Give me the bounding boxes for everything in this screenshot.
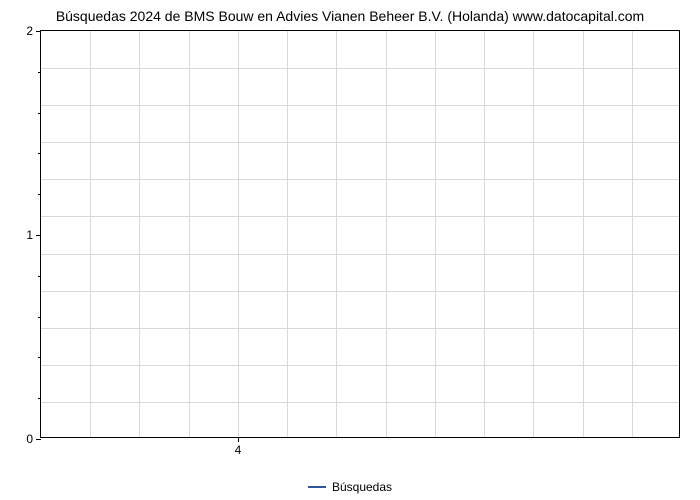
y-tick-mark bbox=[36, 235, 41, 236]
y-minor-tick bbox=[38, 153, 41, 154]
y-minor-tick bbox=[38, 194, 41, 195]
grid-line-vertical bbox=[533, 31, 534, 437]
x-tick-mark bbox=[238, 437, 239, 442]
grid-line-horizontal bbox=[41, 68, 679, 69]
grid-line-horizontal bbox=[41, 291, 679, 292]
grid-line-vertical bbox=[189, 31, 190, 437]
chart-legend: Búsquedas bbox=[0, 480, 700, 494]
grid-line-horizontal bbox=[41, 105, 679, 106]
grid-line-vertical bbox=[139, 31, 140, 437]
legend-label: Búsquedas bbox=[332, 480, 392, 494]
grid-line-vertical bbox=[484, 31, 485, 437]
grid-line-vertical bbox=[238, 31, 239, 437]
grid-line-vertical bbox=[90, 31, 91, 437]
plot-area: 0124 bbox=[40, 30, 680, 438]
y-tick-mark bbox=[36, 439, 41, 440]
chart-container: Búsquedas 2024 de BMS Bouw en Advies Via… bbox=[0, 0, 700, 500]
grid-line-horizontal bbox=[41, 179, 679, 180]
grid-line-vertical bbox=[287, 31, 288, 437]
y-minor-tick bbox=[38, 72, 41, 73]
grid-line-horizontal bbox=[41, 216, 679, 217]
y-tick-mark bbox=[36, 31, 41, 32]
grid-line-vertical bbox=[336, 31, 337, 437]
grid-line-vertical bbox=[386, 31, 387, 437]
y-minor-tick bbox=[38, 357, 41, 358]
grid-line-vertical bbox=[632, 31, 633, 437]
y-minor-tick bbox=[38, 276, 41, 277]
grid-line-horizontal bbox=[41, 365, 679, 366]
grid-line-horizontal bbox=[41, 254, 679, 255]
y-minor-tick bbox=[38, 317, 41, 318]
y-minor-tick bbox=[38, 398, 41, 399]
grid-line-vertical bbox=[435, 31, 436, 437]
chart-title: Búsquedas 2024 de BMS Bouw en Advies Via… bbox=[0, 8, 700, 24]
grid-line-horizontal bbox=[41, 402, 679, 403]
legend-line-icon bbox=[308, 486, 326, 488]
grid-line-horizontal bbox=[41, 142, 679, 143]
y-minor-tick bbox=[38, 113, 41, 114]
grid-line-horizontal bbox=[41, 328, 679, 329]
grid-line-vertical bbox=[583, 31, 584, 437]
